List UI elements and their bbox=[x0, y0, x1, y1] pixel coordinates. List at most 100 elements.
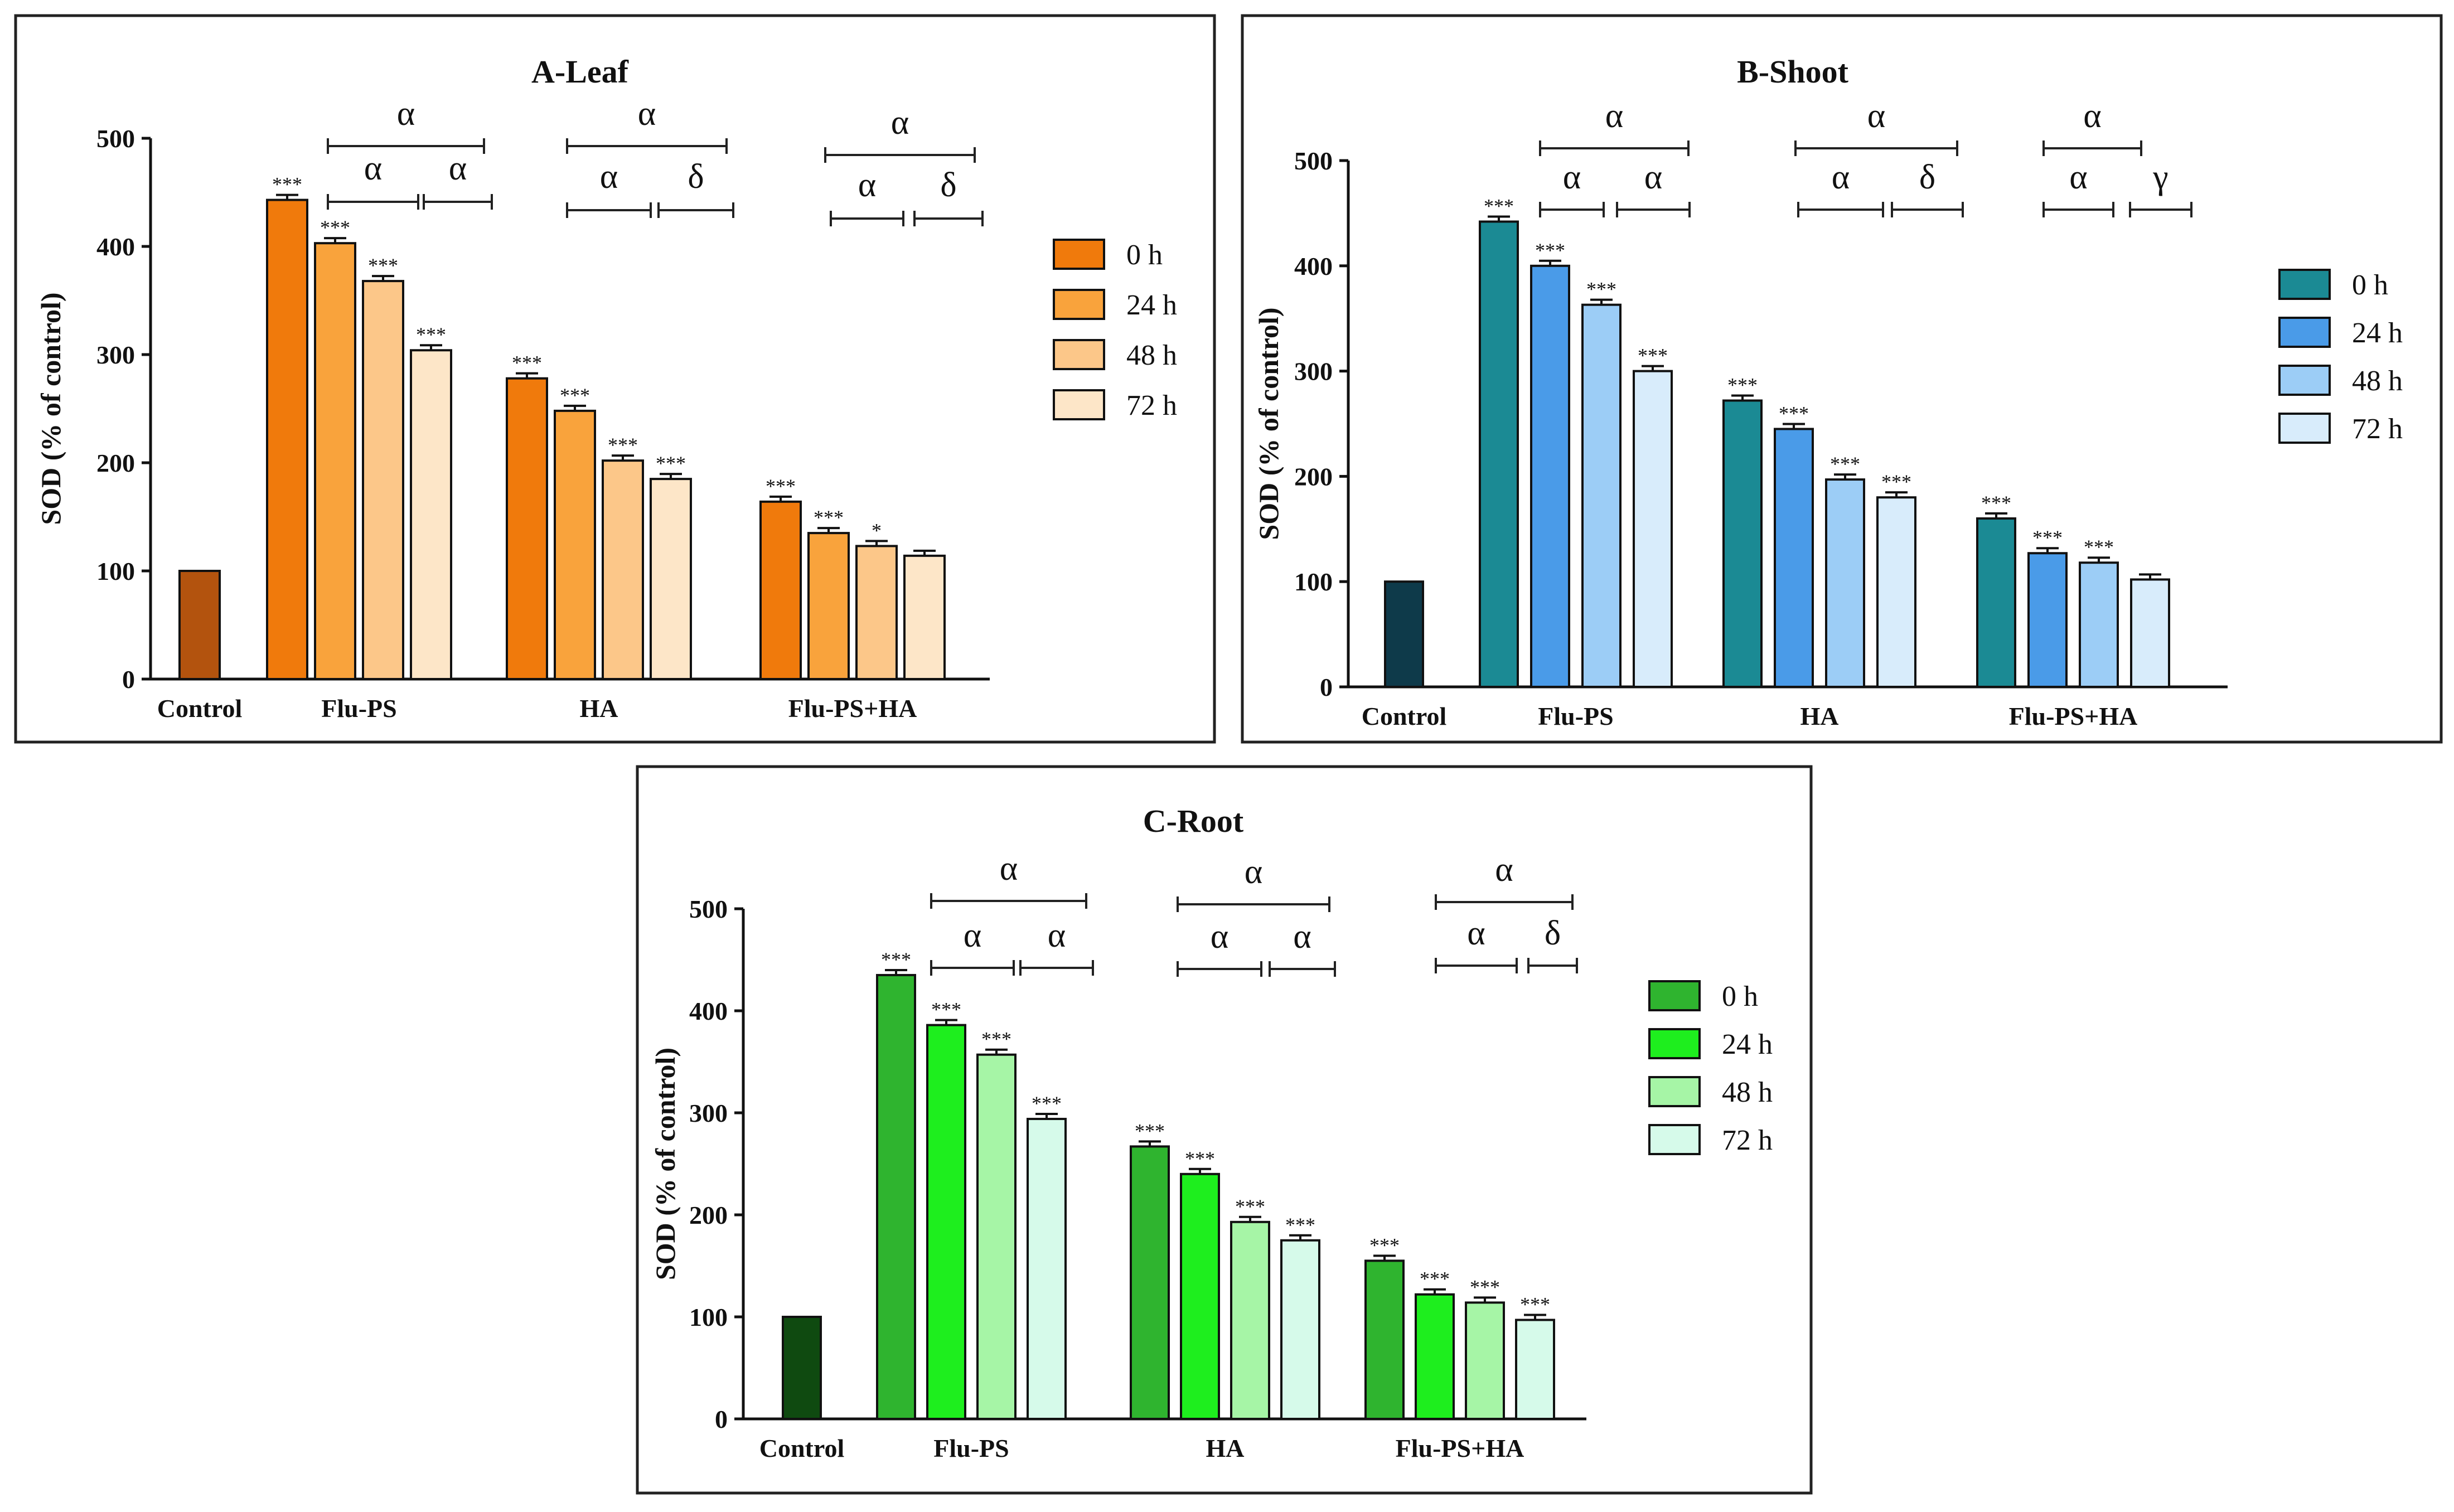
significance-mark: *** bbox=[1727, 374, 1758, 396]
legend-label: 0 h bbox=[2352, 269, 2388, 301]
bar-ha-24h bbox=[554, 409, 596, 680]
bar-ha-24h bbox=[1774, 428, 1814, 688]
bar-flu-ps-ha-24h bbox=[1415, 1293, 1455, 1420]
significance-bracket bbox=[327, 138, 485, 154]
legend-label: 0 h bbox=[1126, 239, 1163, 271]
significance-bracket bbox=[1177, 961, 1262, 977]
legend-swatch bbox=[1648, 980, 1701, 1011]
x-category-label: Control bbox=[759, 1434, 845, 1462]
significance-bracket bbox=[1616, 202, 1691, 217]
y-tick-label: 300 bbox=[689, 1099, 728, 1127]
legend-swatch bbox=[1053, 389, 1105, 420]
significance-mark: *** bbox=[656, 452, 686, 474]
x-category-label: Flu-PS+HA bbox=[788, 694, 917, 723]
bracket-symbol: γ bbox=[2152, 158, 2168, 196]
legend-swatch bbox=[2278, 413, 2331, 444]
legend-label: 48 h bbox=[2352, 365, 2403, 397]
legend-label: 0 h bbox=[1722, 981, 1758, 1012]
significance-bracket bbox=[1269, 961, 1336, 977]
bracket-symbol: α bbox=[1048, 917, 1066, 954]
error-bar bbox=[985, 1048, 1008, 1055]
bracket-symbol: α bbox=[1000, 850, 1018, 888]
bar-ha-48h bbox=[1230, 1220, 1270, 1421]
bar-flu-ps-ha-0h bbox=[759, 500, 802, 681]
error-bar bbox=[372, 275, 394, 282]
bar-flu-ps-72h bbox=[1633, 370, 1673, 688]
bar-flu-ps-0h bbox=[1479, 220, 1519, 688]
legend-swatch bbox=[1053, 289, 1105, 320]
error-bar bbox=[1783, 423, 1805, 429]
significance-mark: *** bbox=[1185, 1147, 1215, 1170]
x-category-label: Control bbox=[1362, 702, 1447, 730]
x-category-label: Flu-PS+HA bbox=[1396, 1434, 1524, 1462]
significance-mark: *** bbox=[1285, 1214, 1315, 1236]
y-axis-label: SOD (% of control) bbox=[650, 1048, 681, 1280]
legend-swatch bbox=[1053, 239, 1105, 270]
significance-mark: *** bbox=[1235, 1195, 1265, 1218]
bracket-symbol: δ bbox=[1545, 914, 1561, 952]
error-bar bbox=[2139, 573, 2161, 580]
bracket-symbol: δ bbox=[1919, 158, 1935, 196]
x-category-label: Control bbox=[157, 694, 243, 723]
error-bar bbox=[1488, 215, 1510, 222]
y-tick-label: 100 bbox=[1294, 568, 1333, 596]
bar-flu-ps-ha-48h bbox=[855, 545, 898, 680]
legend-swatch bbox=[1648, 1124, 1701, 1155]
bar-flu-ps-ha-24h bbox=[807, 532, 850, 680]
significance-bracket bbox=[423, 194, 493, 210]
error-bar bbox=[1239, 1215, 1261, 1222]
y-tick-label: 100 bbox=[689, 1303, 728, 1331]
bracket-symbol: α bbox=[449, 149, 467, 187]
legend-label: 48 h bbox=[1722, 1077, 1773, 1108]
bar-control bbox=[1384, 580, 1424, 688]
bracket-symbol: α bbox=[1293, 918, 1311, 956]
legend-swatch bbox=[2278, 365, 2331, 396]
bar-control bbox=[178, 570, 221, 680]
bracket-symbol: α bbox=[891, 104, 909, 142]
error-bar bbox=[1474, 1296, 1496, 1303]
x-category-label: HA bbox=[1800, 702, 1839, 730]
significance-mark: *** bbox=[1470, 1276, 1500, 1298]
y-tick-label: 0 bbox=[715, 1405, 728, 1433]
error-bar bbox=[2036, 547, 2059, 554]
legend-swatch bbox=[1648, 1028, 1701, 1059]
significance-bracket bbox=[2129, 202, 2192, 217]
bracket-symbol: α bbox=[1245, 853, 1262, 891]
x-category-label: Flu-PS+HA bbox=[2009, 702, 2138, 730]
bar-control bbox=[782, 1316, 822, 1420]
significance-mark: *** bbox=[560, 384, 590, 406]
bar-flu-ps-48h bbox=[1581, 303, 1622, 688]
error-bar bbox=[1373, 1254, 1396, 1261]
bracket-symbol: α bbox=[858, 166, 876, 204]
significance-mark: *** bbox=[608, 434, 638, 456]
significance-bracket bbox=[1019, 960, 1094, 976]
chart-title: B-Shoot bbox=[1737, 54, 1849, 90]
significance-mark: *** bbox=[931, 999, 961, 1021]
bar-flu-ps-72h bbox=[1027, 1117, 1067, 1420]
bar-flu-ps-ha-48h bbox=[2079, 561, 2119, 688]
bracket-symbol: α bbox=[1644, 158, 1662, 196]
significance-mark: *** bbox=[881, 948, 911, 971]
bar-ha-24h bbox=[1180, 1172, 1220, 1421]
bracket-symbol: α bbox=[1495, 851, 1513, 889]
bracket-symbol: α bbox=[397, 95, 415, 133]
error-bar bbox=[1731, 394, 1754, 401]
legend-swatch bbox=[1053, 339, 1105, 370]
significance-mark: *** bbox=[2032, 526, 2063, 549]
panel-frame bbox=[1241, 14, 2443, 744]
significance-mark: *** bbox=[320, 216, 350, 239]
bracket-symbol: α bbox=[1563, 158, 1581, 196]
y-tick-label: 100 bbox=[96, 557, 135, 585]
y-tick-label: 200 bbox=[689, 1201, 728, 1229]
y-axis-label: SOD (% of control) bbox=[35, 292, 66, 525]
legend-label: 48 h bbox=[1126, 340, 1177, 371]
significance-bracket bbox=[1527, 958, 1578, 973]
x-category-label: HA bbox=[1206, 1434, 1245, 1462]
significance-mark: *** bbox=[766, 475, 796, 497]
bar-ha-48h bbox=[602, 459, 644, 680]
significance-mark: *** bbox=[1638, 345, 1668, 367]
error-bar bbox=[1035, 1112, 1058, 1119]
bracket-symbol: δ bbox=[940, 166, 956, 204]
bar-flu-ps-48h bbox=[362, 280, 404, 680]
y-tick-label: 500 bbox=[1294, 147, 1333, 175]
